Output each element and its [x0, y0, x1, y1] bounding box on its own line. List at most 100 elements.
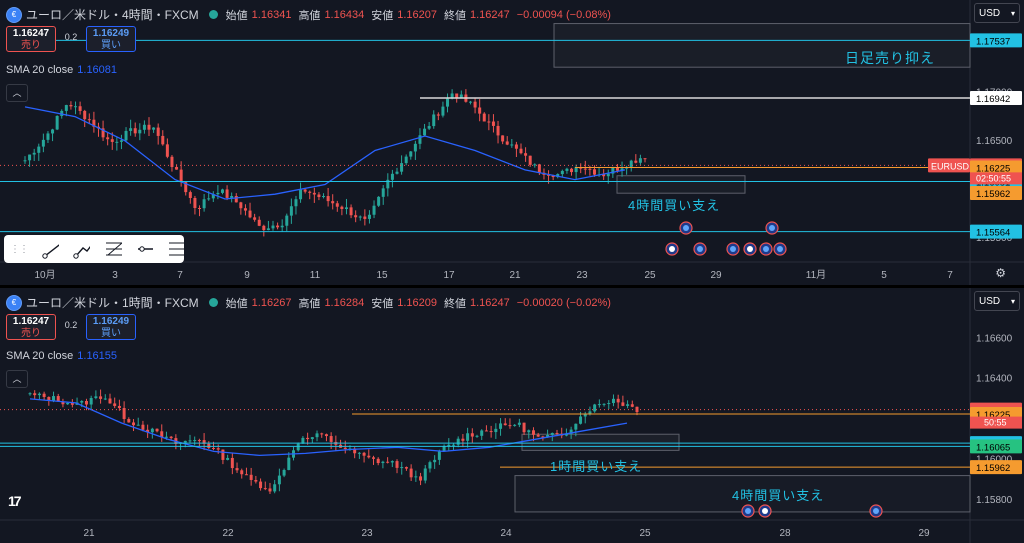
- price-tag: [970, 224, 1022, 239]
- candle-body: [441, 106, 445, 116]
- collapse-legend-button[interactable]: ︿: [6, 370, 28, 388]
- candle-body: [427, 126, 431, 129]
- candle-body: [87, 119, 91, 121]
- candle-body: [161, 135, 165, 145]
- currency-select-1h[interactable]: USD ▾: [974, 291, 1020, 311]
- event-icon-center: [762, 508, 768, 514]
- horizontal-ray-icon[interactable]: [136, 239, 153, 259]
- candle-body: [259, 481, 263, 489]
- close-value: 1.16247: [469, 8, 510, 21]
- currency-label: USD: [979, 296, 1001, 307]
- drawing-toolbar: ⋮⋮: [4, 235, 185, 263]
- event-icon-center: [697, 246, 703, 252]
- candle-body: [496, 125, 500, 136]
- buy-button[interactable]: 1.16249 買い: [86, 314, 136, 340]
- candle-body: [423, 128, 427, 136]
- parallel-channel-icon[interactable]: [167, 239, 185, 259]
- collapse-legend-button[interactable]: ︿: [6, 84, 28, 102]
- candle-body: [468, 101, 472, 103]
- sell-button[interactable]: 1.16247 売り: [6, 314, 56, 340]
- event-icon-center: [747, 246, 753, 252]
- currency-select-4h[interactable]: USD ▾: [974, 3, 1020, 23]
- candle-body: [175, 166, 179, 170]
- symbol-title[interactable]: ユーロ／米ドル・4時間・FXCM: [26, 8, 199, 22]
- candle-body: [211, 194, 215, 199]
- candle-body: [620, 168, 624, 171]
- open-value: 1.16267: [251, 296, 292, 309]
- candle-body: [276, 225, 280, 228]
- candle-body: [564, 433, 568, 436]
- candle-body: [285, 215, 289, 226]
- tradingview-logo[interactable]: 17: [8, 493, 22, 509]
- candle-body: [294, 199, 298, 207]
- price-chart-1h[interactable]: 1.166001.164001.162001.160001.158001.162…: [0, 288, 1024, 543]
- symbol-title[interactable]: ユーロ／米ドル・1時間・FXCM: [26, 296, 199, 310]
- candle-body: [546, 434, 550, 437]
- price-tag-label: 1.16225: [976, 410, 1010, 421]
- high-value: 1.16434: [324, 8, 365, 21]
- candle-body: [527, 430, 531, 433]
- eurusd-flag-icon: €: [6, 6, 22, 23]
- close-label: 終値: [443, 9, 466, 22]
- price-tick-label: 1.15800: [976, 495, 1013, 506]
- candle-body: [357, 452, 361, 454]
- candle-body: [74, 106, 78, 108]
- box-label-4h-support: 4時間買い支え: [628, 198, 721, 213]
- trend-line-icon[interactable]: [42, 239, 60, 259]
- candle-body: [626, 404, 630, 406]
- candle-body: [89, 398, 93, 405]
- candle-body: [84, 400, 88, 405]
- price-tag: [970, 439, 1022, 454]
- candle-body: [253, 217, 257, 220]
- candle-body: [611, 398, 615, 404]
- candle-body: [344, 207, 348, 210]
- candle-body: [83, 110, 87, 120]
- time-tick-label: 15: [376, 270, 388, 281]
- candle-body: [602, 174, 606, 177]
- sell-button[interactable]: 1.16247 売り: [6, 26, 56, 52]
- drag-handle-icon[interactable]: ⋮⋮: [10, 243, 29, 255]
- chart-pane-1h[interactable]: 1.166001.164001.162001.160001.158001.162…: [0, 288, 1024, 543]
- candle-body: [155, 428, 159, 432]
- candle-body: [404, 467, 408, 469]
- trade-buttons-1h: 1.16247 売り 0.2 1.16249 買い: [6, 314, 136, 340]
- candle-body: [329, 436, 333, 442]
- candle-body: [197, 440, 201, 442]
- candle-body: [235, 468, 239, 471]
- price-tag: [970, 185, 1022, 200]
- price-tag-label: 1.15962: [976, 189, 1010, 200]
- ohlc-legend-4h: € ユーロ／米ドル・4時間・FXCM 始値 1.16341 高値 1.16434 安…: [6, 6, 614, 23]
- symbol-price-tag-label: EURUSD: [931, 161, 970, 171]
- sell-label: 売り: [21, 40, 41, 51]
- high-label: 高値: [298, 9, 321, 22]
- countdown-label: 50:55: [984, 418, 1007, 428]
- candle-body: [570, 168, 574, 173]
- sma-legend-1h[interactable]: SMA 20 close 1.16155: [6, 350, 117, 362]
- candle-body: [531, 430, 535, 435]
- candle-body: [52, 396, 56, 401]
- candle-body: [579, 416, 583, 424]
- candle-body: [138, 129, 142, 134]
- candle-body: [106, 137, 110, 140]
- price-chart-4h[interactable]: 1.175001.170001.165001.160001.155001.175…: [0, 0, 1024, 285]
- candle-body: [198, 207, 202, 209]
- chart-pane-4h[interactable]: 1.175001.170001.165001.160001.155001.175…: [0, 0, 1024, 285]
- candle-body: [583, 168, 587, 170]
- candle-body: [446, 98, 450, 107]
- candle-body: [147, 124, 151, 130]
- candle-body: [277, 475, 281, 485]
- time-tick-label: 7: [177, 270, 183, 281]
- candle-body: [42, 393, 46, 397]
- fib-retracement-icon[interactable]: [104, 239, 122, 259]
- settings-gear-icon[interactable]: ⚙: [995, 266, 1006, 280]
- spread-value: 0.2: [64, 32, 78, 42]
- sma-legend-4h[interactable]: SMA 20 close 1.16081: [6, 64, 117, 76]
- candle-body: [450, 93, 454, 99]
- time-tick-label: 3: [112, 270, 118, 281]
- event-icon-center: [730, 246, 736, 252]
- info-line-icon[interactable]: [73, 239, 91, 259]
- candle-body: [41, 139, 45, 147]
- buy-button[interactable]: 1.16249 買い: [86, 26, 136, 52]
- candle-body: [142, 124, 146, 130]
- candle-body: [456, 438, 460, 445]
